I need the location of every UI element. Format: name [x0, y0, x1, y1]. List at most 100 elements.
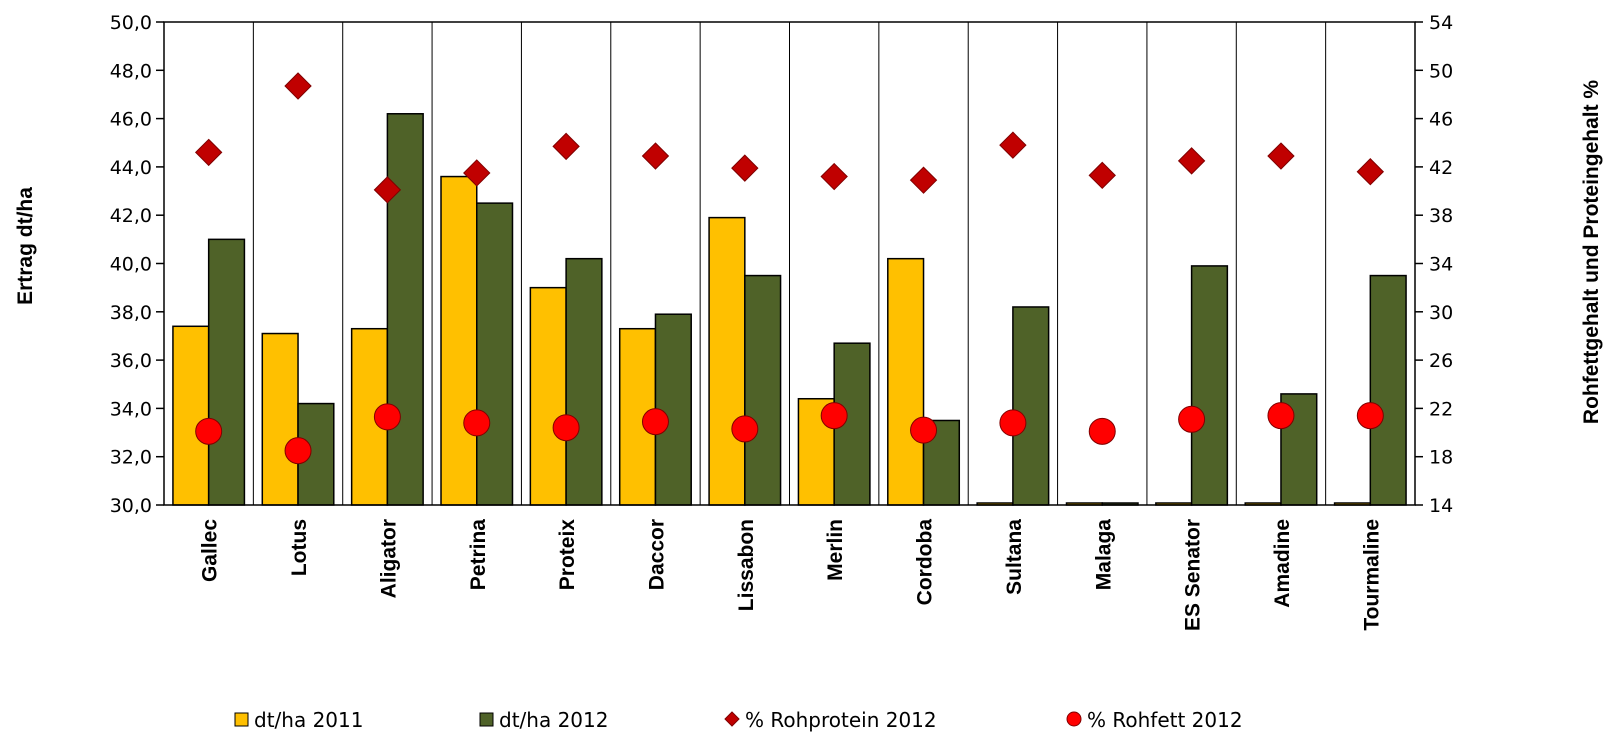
bar-layer [172, 113, 1407, 506]
left-tick-label: 42,0 [110, 205, 152, 227]
right-tick-label: 26 [1429, 350, 1453, 372]
rohprotein-point [1356, 158, 1385, 186]
bar-2012 [744, 274, 782, 506]
bar-2012 [476, 202, 514, 506]
marker-layer [194, 72, 1385, 465]
category-label: Lissabon [735, 519, 758, 611]
rohprotein-point [820, 162, 848, 191]
legend-item: dt/ha 2011 [234, 708, 363, 732]
legend-item: % Rohfett 2012 [1066, 708, 1243, 732]
bar-2011 [172, 325, 210, 506]
right-tick-label: 34 [1429, 254, 1453, 276]
left-tick-label: 36,0 [110, 350, 152, 372]
left-tick-label: 44,0 [110, 157, 152, 179]
left-tick-label: 46,0 [110, 109, 152, 131]
rohfett-point [1178, 405, 1206, 433]
category-label: Tourmaline [1360, 519, 1383, 631]
rohprotein-point [909, 166, 938, 194]
rohfett-point [373, 403, 401, 431]
bar-2011 [261, 332, 299, 506]
rohfett-point [1267, 402, 1295, 430]
right-tick-label: 22 [1429, 398, 1453, 420]
category-label: Merlin [824, 519, 847, 581]
left-tick-label: 48,0 [110, 60, 152, 82]
right-tick-label: 14 [1429, 495, 1453, 517]
rohprotein-point [999, 131, 1027, 159]
left-tick-label: 30,0 [110, 495, 152, 517]
legend-label: % Rohprotein 2012 [745, 708, 937, 732]
grid-lines [252, 22, 1327, 505]
left-tick-label: 32,0 [110, 447, 152, 469]
rohfett-point [1356, 402, 1384, 430]
legend-swatch [724, 711, 740, 727]
category-label: Lotus [288, 519, 311, 576]
rohprotein-point [552, 132, 580, 161]
left-tick-label: 40,0 [110, 254, 152, 276]
rohprotein-point [1088, 161, 1116, 190]
bar-2012 [565, 257, 603, 506]
category-label: Petrina [467, 519, 490, 591]
category-label: Amadine [1271, 519, 1294, 608]
rohfett-point [284, 437, 312, 465]
right-tick-label: 50 [1429, 60, 1453, 82]
category-label: Aligator [377, 519, 400, 598]
bar-2012 [386, 113, 424, 506]
right-tick-label: 42 [1429, 157, 1453, 179]
bar-2012 [1369, 274, 1407, 506]
rohprotein-point [731, 154, 759, 182]
right-axis-ticks: 14 18 22 26 30 34 38 42 46 50 54 [1415, 12, 1453, 517]
right-tick-label: 38 [1429, 205, 1453, 227]
left-tick-label: 38,0 [110, 302, 152, 324]
rohfett-point [820, 402, 848, 430]
rohprotein-point [1177, 147, 1206, 175]
legend-label: dt/ha 2011 [254, 708, 363, 732]
rohfett-point [1088, 417, 1116, 445]
category-label: Malaga [1092, 519, 1115, 591]
right-tick-label: 46 [1429, 109, 1453, 131]
rohfett-point [195, 417, 223, 445]
bar-2011 [529, 286, 567, 506]
rohfett-point [641, 408, 669, 436]
right-tick-label: 18 [1429, 447, 1453, 469]
right-tick-label: 30 [1429, 302, 1453, 324]
bar-2011 [797, 397, 835, 506]
category-label: Daccor [645, 519, 668, 590]
legend-swatch [1066, 711, 1082, 727]
bar-2011 [887, 257, 925, 506]
category-label: ES Senator [1182, 519, 1205, 631]
legend-swatch [234, 712, 249, 727]
rohfett-point [552, 414, 580, 442]
rohprotein-point [641, 142, 670, 170]
rohfett-point [463, 409, 491, 437]
rohfett-point [999, 409, 1027, 437]
rohfett-point [731, 415, 759, 443]
rohfett-point [910, 416, 938, 444]
rohprotein-point [463, 159, 491, 187]
category-labels: Gallec Lotus Aligator Petrina Proteix Daccor L… [199, 519, 1384, 631]
legend: dt/ha 2011 dt/ha 2012 % Rohprotein 2012 % R… [234, 708, 1243, 732]
bar-2011 [708, 216, 746, 506]
right-tick-label: 54 [1429, 12, 1453, 34]
category-label: Gallec [199, 519, 222, 582]
category-label: Sultana [1003, 519, 1026, 595]
legend-item: dt/ha 2012 [479, 708, 608, 732]
legend-swatch [479, 712, 494, 727]
left-axis-title: Ertrag dt/ha [14, 187, 37, 305]
left-axis-ticks: 30,0 32,0 34,0 36,0 38,0 40,0 42,0 44,0 46,0 48,0… [110, 12, 164, 517]
rohprotein-point [284, 72, 312, 100]
bar-2011 [440, 175, 478, 506]
bar-2012 [207, 238, 246, 506]
rohprotein-point [194, 138, 223, 167]
legend-label: dt/ha 2012 [499, 708, 608, 732]
left-tick-label: 50,0 [110, 12, 152, 34]
left-tick-label: 34,0 [110, 398, 152, 420]
rohprotein-point [373, 176, 402, 204]
rohprotein-point [1267, 142, 1295, 170]
legend-label: % Rohfett 2012 [1087, 708, 1243, 732]
bar-2012 [1190, 265, 1229, 506]
bar-2012 [1012, 306, 1050, 506]
category-label: Cordoba [914, 519, 937, 606]
category-label: Proteix [556, 519, 579, 591]
legend-item: % Rohprotein 2012 [724, 708, 937, 732]
